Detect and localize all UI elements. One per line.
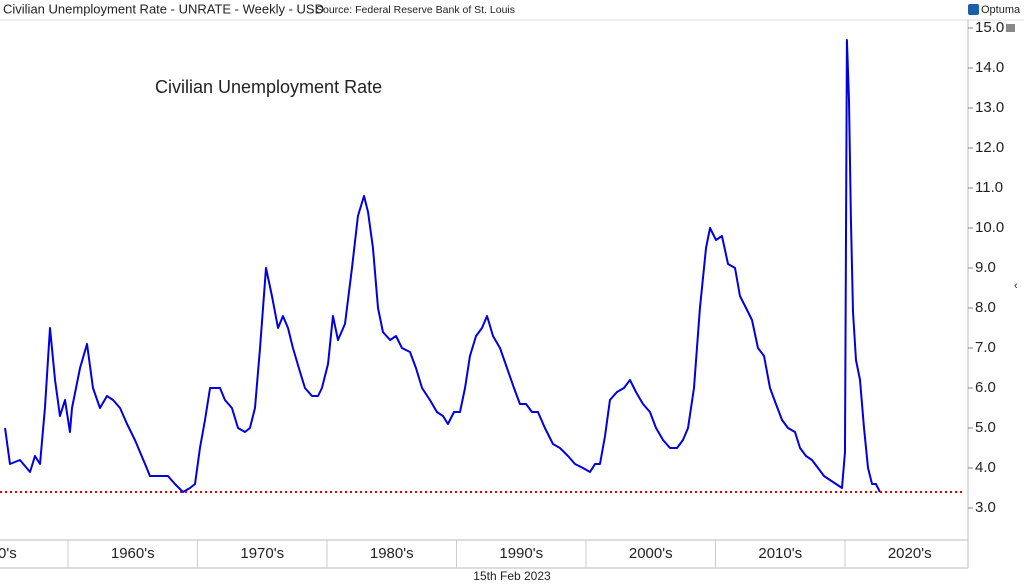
y-tick-label: 6.0 — [975, 379, 996, 396]
y-tick-label: 8.0 — [975, 299, 996, 316]
y-tick-label: 9.0 — [975, 259, 996, 276]
lock-icon[interactable] — [1006, 24, 1015, 32]
y-tick-label: 11.0 — [975, 179, 1003, 196]
collapse-icon[interactable]: ‹ — [1014, 280, 1018, 292]
brand: Optuma — [981, 4, 1021, 16]
y-tick-label: 13.0 — [975, 99, 1004, 116]
annotation: Civilian Unemployment Rate — [155, 77, 382, 97]
x-tick-label: 1980's — [370, 545, 414, 562]
y-tick-label: 12.0 — [975, 139, 1004, 156]
y-tick-label: 3.0 — [975, 499, 996, 516]
y-tick-label: 15.0 — [975, 19, 1004, 36]
y-tick-label: 10.0 — [975, 219, 1004, 236]
y-tick-label: 14.0 — [975, 59, 1004, 76]
x-tick-label: 2010's — [758, 545, 802, 562]
x-tick-label: 2000's — [629, 545, 673, 562]
chart-title: Civilian Unemployment Rate - UNRATE - We… — [3, 1, 324, 16]
chart-subtitle: Source: Federal Reserve Bank of St. Loui… — [316, 4, 515, 16]
x-tick-label: 1960's — [111, 545, 155, 562]
y-tick-label: 7.0 — [975, 339, 996, 356]
x-tick-label: 1970's — [240, 545, 284, 562]
plot-area: 50's 1960's 1970's 1980's 1990's 2000's 2010's… — [0, 39, 932, 568]
y-tick-label: 5.0 — [975, 419, 996, 436]
y-tick-label: 4.0 — [975, 459, 996, 476]
x-tick-label: 1990's — [499, 545, 543, 562]
line-series — [4, 39, 881, 493]
x-tick-label: 50's — [0, 545, 17, 562]
x-tick-label: 2020's — [888, 545, 932, 562]
date-label: 15th Feb 2023 — [473, 569, 551, 583]
brand-icon — [968, 4, 979, 15]
